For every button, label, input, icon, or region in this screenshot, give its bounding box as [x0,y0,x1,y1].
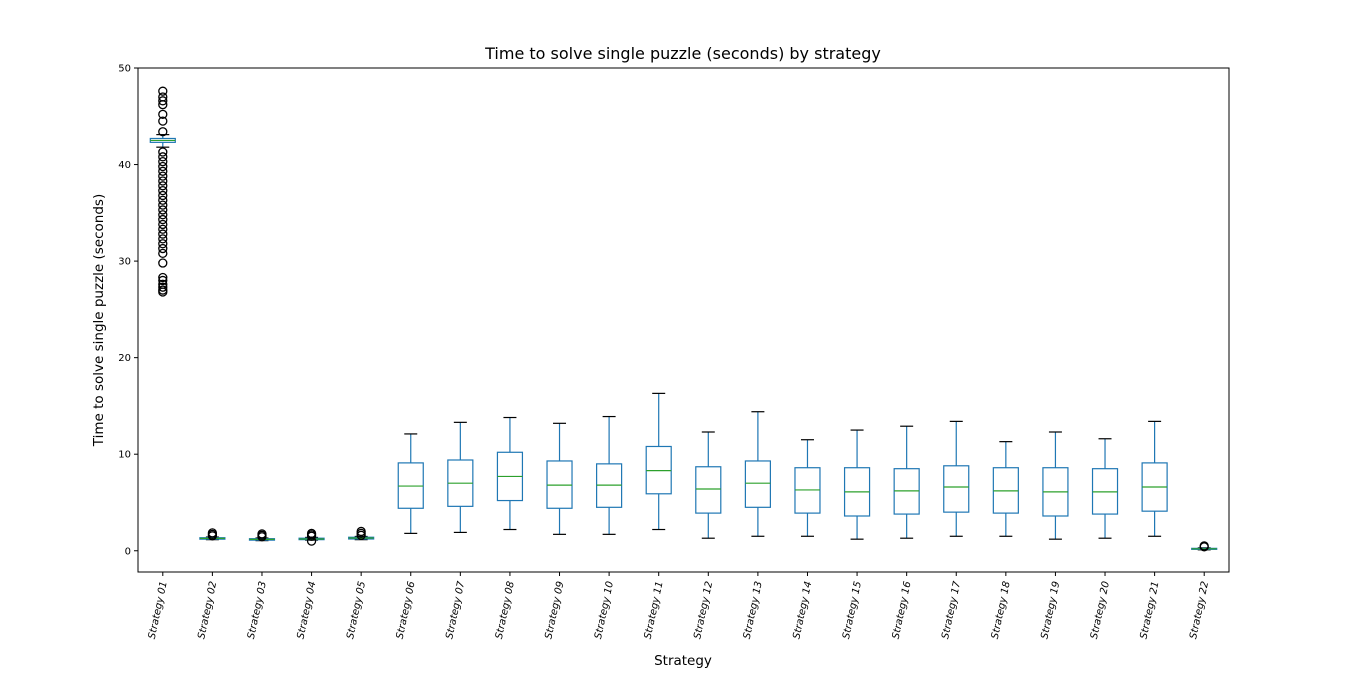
outlier-point [158,127,168,137]
outlier-point [158,92,168,102]
box-1 [149,86,176,297]
y-axis-label: Time to solve single puzzle (seconds) [91,194,107,447]
outlier-point [158,234,168,244]
box-3 [248,529,276,542]
outlier-point [158,248,168,259]
outlier-point [158,195,168,205]
outlier-point [158,181,168,191]
outlier-point [158,258,168,268]
y-axis: 0 10 20 30 40 50 [118,64,138,557]
outlier-point [158,185,168,196]
outlier-point [158,210,168,220]
iqr-box [744,460,771,508]
outlier-point [158,285,168,295]
box-16 [893,425,920,539]
box-9 [546,422,573,535]
outlier-point [207,528,218,538]
outlier-point [158,219,168,230]
outlier-point [158,224,168,234]
y-tick-label: 20 [118,353,131,364]
box-18 [992,441,1019,537]
outlier-point [158,109,168,119]
box-2 [199,528,226,541]
outlier-point [158,157,168,167]
box-17 [943,420,970,537]
outlier-point [1199,541,1209,551]
outlier-point [257,529,267,539]
box-14 [794,439,821,537]
outlier-point [158,171,168,181]
outlier-point [158,239,168,249]
outlier-point [158,275,168,286]
y-tick-label: 30 [118,257,131,268]
iqr-box [695,466,722,514]
outlier-point [158,272,168,283]
outlier-point [158,96,168,106]
y-tick-label: 50 [118,64,131,75]
outlier-point [158,279,168,289]
box-5 [348,526,375,541]
outlier-point [158,229,168,239]
outlier-point [158,161,168,172]
outlier-point [356,526,366,537]
box-15 [843,429,871,540]
outlier-point [158,147,168,157]
outlier-point [158,205,168,215]
box-6 [397,433,424,534]
iqr-box [943,465,970,513]
box-4 [298,528,325,546]
y-tick-label: 40 [118,160,131,171]
outlier-point [158,166,168,176]
box-7 [447,421,474,534]
y-tick-label: 10 [118,450,131,461]
plot-area [149,86,1218,552]
outlier-point [158,176,168,186]
box-19 [1042,431,1069,540]
box-21 [1141,420,1168,537]
outlier-point [158,282,168,292]
outlier-point [158,152,168,162]
outlier-point [158,214,168,225]
box-12 [695,431,722,539]
box-11 [645,392,672,531]
box-10 [596,415,623,535]
axes-frame [137,67,1230,573]
box-8 [496,416,524,531]
box-20 [1091,438,1119,539]
box-22 [1191,541,1218,552]
outlier-point [158,190,168,201]
chart-title: Time to solve single puzzle (seconds) by… [484,44,881,63]
outlier-point [158,86,168,96]
box-13 [744,411,771,537]
outlier-point [158,116,168,126]
x-axis-label: Strategy [654,653,712,669]
outlier-point [158,200,168,210]
outlier-point [158,243,168,254]
outlier-point [306,528,317,539]
y-tick-label: 0 [125,546,131,557]
